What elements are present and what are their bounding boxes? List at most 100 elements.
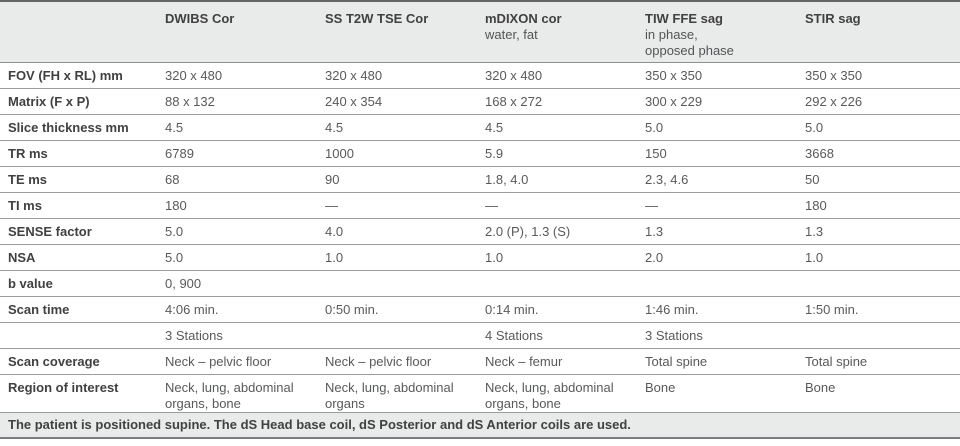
param-cell: 292 x 226 — [800, 88, 960, 115]
header-cell-empty — [0, 1, 160, 63]
param-cell: 0, 900 — [160, 270, 320, 297]
param-cell: 1.3 — [640, 218, 800, 245]
param-cell: 6789 — [160, 140, 320, 167]
param-cell: 320 x 480 — [320, 62, 480, 89]
param-cell — [320, 322, 480, 349]
row-label: SENSE factor — [0, 218, 160, 245]
param-cell — [480, 270, 640, 297]
param-cell: 1.8, 4.0 — [480, 166, 640, 193]
table-header: DWIBS Cor SS T2W TSE Cor mDIXON cor wate… — [0, 1, 960, 63]
param-cell: 1000 — [320, 140, 480, 167]
row-label: Scan coverage — [0, 348, 160, 375]
table-row-scan-time: Scan time 4:06 min. 0:50 min. 0:14 min. … — [0, 296, 960, 323]
row-label: Scan time — [0, 296, 160, 323]
param-cell: 3 Stations — [160, 322, 320, 349]
row-label: TI ms — [0, 192, 160, 219]
param-cell — [800, 322, 960, 349]
param-cell: 300 x 229 — [640, 88, 800, 115]
table-row-slice-thickness: Slice thickness mm 4.5 4.5 4.5 5.0 5.0 — [0, 114, 960, 141]
param-cell: 1.0 — [320, 244, 480, 271]
column-title: TIW FFE sag — [645, 11, 723, 26]
param-cell: Neck, lung, abdominal organs — [320, 374, 480, 413]
param-cell: 4 Stations — [480, 322, 640, 349]
param-cell: Bone — [800, 374, 960, 413]
table-row-te: TE ms 68 90 1.8, 4.0 2.3, 4.6 50 — [0, 166, 960, 193]
row-label: TE ms — [0, 166, 160, 193]
table-body: FOV (FH x RL) mm 320 x 480 320 x 480 320… — [0, 62, 960, 413]
footnote-text: The patient is positioned supine. The dS… — [0, 412, 960, 439]
param-cell: Bone — [640, 374, 800, 413]
column-subtitle: water, fat — [485, 27, 538, 42]
param-cell: 4.5 — [160, 114, 320, 141]
param-cell — [800, 270, 960, 297]
row-label: FOV (FH x RL) mm — [0, 62, 160, 89]
param-cell — [320, 270, 480, 297]
param-cell: 3 Stations — [640, 322, 800, 349]
param-cell: 350 x 350 — [640, 62, 800, 89]
param-cell: 4.5 — [480, 114, 640, 141]
param-cell: 350 x 350 — [800, 62, 960, 89]
param-cell: 50 — [800, 166, 960, 193]
param-cell: 180 — [160, 192, 320, 219]
param-cell: 90 — [320, 166, 480, 193]
param-cell: Neck – femur — [480, 348, 640, 375]
param-cell: 5.0 — [800, 114, 960, 141]
table-row-stations: 3 Stations 4 Stations 3 Stations — [0, 322, 960, 349]
table-row-b-value: b value 0, 900 — [0, 270, 960, 297]
header-cell-mdixon: mDIXON cor water, fat — [480, 1, 640, 63]
header-cell-stir: STIR sag — [800, 1, 960, 63]
param-cell: 0:14 min. — [480, 296, 640, 323]
param-cell: 4:06 min. — [160, 296, 320, 323]
row-label: b value — [0, 270, 160, 297]
table-row-nsa: NSA 5.0 1.0 1.0 2.0 1.0 — [0, 244, 960, 271]
param-cell: — — [640, 192, 800, 219]
header-cell-ss-t2w: SS T2W TSE Cor — [320, 1, 480, 63]
header-cell-tiw-ffe: TIW FFE sag in phase, opposed phase — [640, 1, 800, 63]
table-row-fov: FOV (FH x RL) mm 320 x 480 320 x 480 320… — [0, 62, 960, 89]
param-cell: 180 — [800, 192, 960, 219]
param-cell: 1.3 — [800, 218, 960, 245]
row-label: TR ms — [0, 140, 160, 167]
param-cell: 5.0 — [160, 218, 320, 245]
table-row-matrix: Matrix (F x P) 88 x 132 240 x 354 168 x … — [0, 88, 960, 115]
param-cell: 168 x 272 — [480, 88, 640, 115]
column-title: mDIXON cor — [485, 11, 562, 26]
param-cell: 150 — [640, 140, 800, 167]
row-label: NSA — [0, 244, 160, 271]
param-cell: 4.0 — [320, 218, 480, 245]
column-title: DWIBS Cor — [165, 11, 235, 26]
row-label: Region of interest — [0, 374, 160, 413]
param-cell: 5.0 — [160, 244, 320, 271]
param-cell: 5.0 — [640, 114, 800, 141]
param-cell: Neck – pelvic floor — [160, 348, 320, 375]
param-cell — [640, 270, 800, 297]
header-cell-dwibs: DWIBS Cor — [160, 1, 320, 63]
param-cell: Total spine — [640, 348, 800, 375]
param-cell: 2.0 (P), 1.3 (S) — [480, 218, 640, 245]
param-cell: 1:46 min. — [640, 296, 800, 323]
footnote-row: The patient is positioned supine. The dS… — [0, 412, 960, 439]
param-cell: 3668 — [800, 140, 960, 167]
table-row-sense: SENSE factor 5.0 4.0 2.0 (P), 1.3 (S) 1.… — [0, 218, 960, 245]
param-cell: 240 x 354 — [320, 88, 480, 115]
param-cell: Neck – pelvic floor — [320, 348, 480, 375]
param-cell: 88 x 132 — [160, 88, 320, 115]
param-cell: 4.5 — [320, 114, 480, 141]
param-cell: 68 — [160, 166, 320, 193]
row-label — [0, 322, 160, 349]
param-cell: 320 x 480 — [160, 62, 320, 89]
param-cell: — — [480, 192, 640, 219]
param-cell: 0:50 min. — [320, 296, 480, 323]
param-cell: — — [320, 192, 480, 219]
header-row: DWIBS Cor SS T2W TSE Cor mDIXON cor wate… — [0, 1, 960, 63]
table-row-tr: TR ms 6789 1000 5.9 150 3668 — [0, 140, 960, 167]
param-cell: Neck, lung, abdominal organs, bone — [480, 374, 640, 413]
table-footer: The patient is positioned supine. The dS… — [0, 412, 960, 439]
param-cell: Total spine — [800, 348, 960, 375]
column-title: STIR sag — [805, 11, 861, 26]
param-cell: 1.0 — [480, 244, 640, 271]
param-cell: 2.0 — [640, 244, 800, 271]
param-cell: 1:50 min. — [800, 296, 960, 323]
table-row-scan-coverage: Scan coverage Neck – pelvic floor Neck –… — [0, 348, 960, 375]
